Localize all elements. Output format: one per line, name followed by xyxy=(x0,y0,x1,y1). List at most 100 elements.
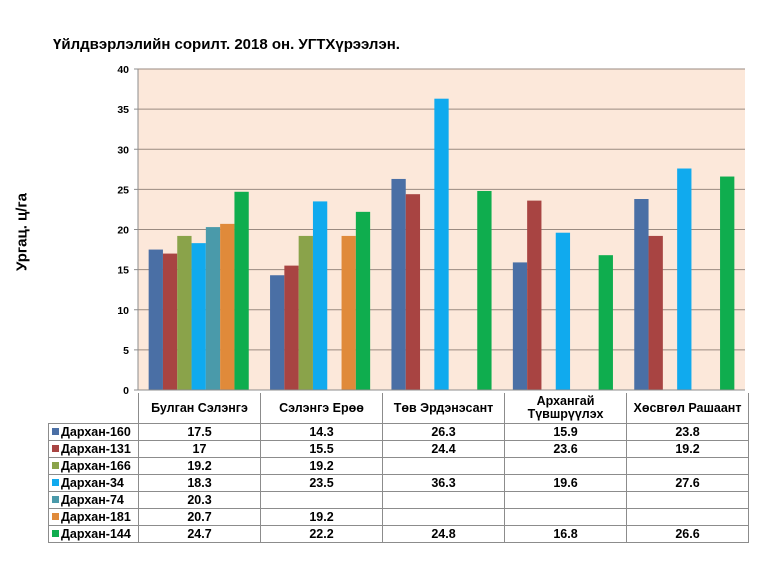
data-label xyxy=(626,508,749,526)
legend-swatch xyxy=(52,428,59,435)
bar xyxy=(720,176,735,390)
legend-entry: Дархан-160 xyxy=(48,423,139,441)
data-label: 24.8 xyxy=(382,525,505,543)
table-row: Дархан-34 18.3 23.5 36.3 19.6 27.6 xyxy=(48,474,749,492)
data-label xyxy=(382,457,505,475)
legend-entry: Дархан-166 xyxy=(48,457,139,475)
legend-label: Дархан-160 xyxy=(61,425,131,439)
bar xyxy=(341,235,356,390)
bar xyxy=(598,255,613,390)
bar xyxy=(391,178,406,390)
y-tick-label: 20 xyxy=(117,225,129,237)
chart-title: Үйлдвэрлэлийн сорилт. 2018 он. УГТХүрээл… xyxy=(53,36,400,53)
bar xyxy=(512,262,528,390)
category-label: Булган Сэлэнгэ xyxy=(138,393,261,424)
legend-label: Дархан-131 xyxy=(61,442,131,456)
data-label xyxy=(382,491,505,509)
bar xyxy=(234,191,249,390)
category-label: Архангай Түвшрүүлэх xyxy=(504,393,627,424)
legend-label: Дархан-34 xyxy=(61,476,124,490)
table-row: Дархан-166 19.2 19.2 xyxy=(48,457,749,475)
legend-label: Дархан-181 xyxy=(61,510,131,524)
data-label: 18.3 xyxy=(138,474,261,492)
bar xyxy=(648,235,663,390)
legend-entry: Дархан-131 xyxy=(48,440,139,458)
data-label xyxy=(626,457,749,475)
category-label: Сэлэнгэ Ерөө xyxy=(260,393,383,424)
category-label: Хөсвгөл Рашаант xyxy=(626,393,749,424)
data-label xyxy=(260,491,383,509)
bar xyxy=(677,168,692,390)
bar xyxy=(355,211,371,390)
table-row: Дархан-181 20.7 19.2 xyxy=(48,508,749,526)
legend-label: Дархан-166 xyxy=(61,459,131,473)
data-label: 26.3 xyxy=(382,423,505,441)
y-tick-label: 5 xyxy=(123,345,129,357)
bar xyxy=(527,200,542,390)
legend-swatch xyxy=(52,530,59,537)
data-label: 24.7 xyxy=(138,525,261,543)
legend-label: Дархан-144 xyxy=(61,527,131,541)
bars xyxy=(148,98,735,390)
bar xyxy=(270,275,285,390)
table-row: Дархан-160 17.5 14.3 26.3 15.9 23.8 xyxy=(48,423,749,441)
y-tick-label: 15 xyxy=(117,265,129,277)
data-label xyxy=(504,457,627,475)
legend-swatch xyxy=(52,462,59,469)
data-label xyxy=(626,491,749,509)
legend-swatch xyxy=(52,513,59,520)
data-label: 26.6 xyxy=(626,525,749,543)
data-label: 16.8 xyxy=(504,525,627,543)
legend-entry: Дархан-34 xyxy=(48,474,139,492)
y-tick-label: 30 xyxy=(117,144,129,156)
data-label xyxy=(504,491,627,509)
legend-entry: Дархан-181 xyxy=(48,508,139,526)
data-label: 22.2 xyxy=(260,525,383,543)
table-row: Дархан-131 17 15.5 24.4 23.6 19.2 xyxy=(48,440,749,458)
table-header-row: Булган Сэлэнгэ Сэлэнгэ Ерөө Төв Эрдэнэсант… xyxy=(48,393,749,424)
legend-swatch xyxy=(52,479,59,486)
table-row: Дархан-74 20.3 xyxy=(48,491,749,509)
table-corner xyxy=(48,393,139,424)
table-row: Дархан-144 24.7 22.2 24.8 16.8 26.6 xyxy=(48,525,749,543)
category-label: Төв Эрдэнэсант xyxy=(382,393,505,424)
data-label: 14.3 xyxy=(260,423,383,441)
bar xyxy=(177,235,192,390)
y-axis-ticks: 0 5 10 15 20 25 30 35 40 xyxy=(117,64,138,397)
bar xyxy=(477,190,492,390)
data-label: 19.2 xyxy=(138,457,261,475)
data-label: 24.4 xyxy=(382,440,505,458)
bar xyxy=(312,201,328,390)
data-table: Булган Сэлэнгэ Сэлэнгэ Ерөө Төв Эрдэнэсант… xyxy=(48,393,749,543)
data-label xyxy=(382,508,505,526)
y-tick-label: 40 xyxy=(117,64,129,76)
bar xyxy=(634,199,649,390)
data-label: 23.5 xyxy=(260,474,383,492)
legend-swatch xyxy=(52,496,59,503)
data-label: 19.2 xyxy=(260,508,383,526)
bar xyxy=(191,243,206,390)
y-tick-label: 0 xyxy=(123,385,129,397)
y-tick-label: 10 xyxy=(117,305,129,317)
legend-swatch xyxy=(52,445,59,452)
legend-entry: Дархан-144 xyxy=(48,525,139,543)
data-label xyxy=(504,508,627,526)
bar xyxy=(284,265,299,390)
legend-label: Дархан-74 xyxy=(61,493,124,507)
data-label: 27.6 xyxy=(626,474,749,492)
data-label: 20.3 xyxy=(138,491,261,509)
data-label: 15.5 xyxy=(260,440,383,458)
data-label: 19.2 xyxy=(260,457,383,475)
bar xyxy=(205,227,221,390)
bar xyxy=(555,232,571,390)
data-label: 17.5 xyxy=(138,423,261,441)
bar xyxy=(162,253,178,390)
data-label: 36.3 xyxy=(382,474,505,492)
y-tick-label: 25 xyxy=(117,184,129,196)
data-label: 23.8 xyxy=(626,423,749,441)
bar xyxy=(405,194,421,390)
bar xyxy=(298,235,313,390)
data-label: 23.6 xyxy=(504,440,627,458)
y-tick-label: 35 xyxy=(117,104,129,116)
